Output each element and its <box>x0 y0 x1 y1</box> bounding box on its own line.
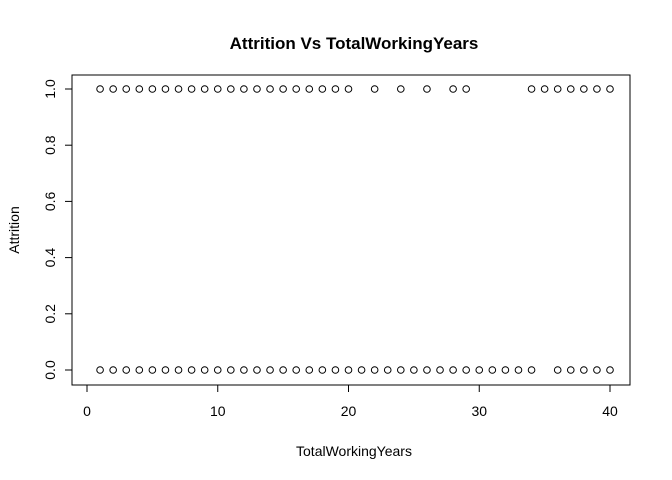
data-point <box>227 366 235 374</box>
data-point <box>266 366 274 374</box>
data-point <box>383 366 392 374</box>
y-axis-label: Attrition <box>6 206 22 253</box>
data-point <box>292 366 301 374</box>
data-point <box>318 366 327 374</box>
data-point <box>488 366 497 374</box>
data-point <box>109 366 117 374</box>
data-point <box>240 85 248 93</box>
y-tick-label: 0.8 <box>42 135 58 155</box>
data-point <box>213 366 222 374</box>
x-axis: 0 10 20 30 40 <box>83 384 618 419</box>
data-point <box>423 85 431 93</box>
data-point <box>187 366 196 374</box>
data-point <box>148 85 157 93</box>
data-point <box>253 85 261 93</box>
data-point <box>553 85 562 93</box>
data-point <box>135 85 144 93</box>
y-tick-label: 1.0 <box>42 79 58 99</box>
x-tick-label: 20 <box>341 403 357 419</box>
data-point <box>580 85 588 93</box>
data-point <box>423 366 431 374</box>
data-point <box>305 366 314 374</box>
data-point <box>370 366 379 374</box>
x-tick-label: 40 <box>602 403 618 419</box>
data-point <box>527 366 536 374</box>
data-point <box>253 366 261 374</box>
data-point <box>344 85 353 93</box>
data-point <box>580 366 588 374</box>
data-point <box>462 366 470 374</box>
data-points <box>96 85 614 374</box>
data-point <box>357 366 366 374</box>
data-point <box>501 366 510 374</box>
data-point <box>318 85 327 93</box>
data-point <box>331 85 340 93</box>
data-point <box>514 366 523 374</box>
data-point <box>593 366 601 374</box>
data-point <box>96 366 104 374</box>
data-point <box>122 366 131 374</box>
data-point <box>240 366 248 374</box>
data-point <box>266 85 274 93</box>
data-point <box>397 85 405 93</box>
data-point <box>135 366 144 374</box>
data-point <box>566 366 575 374</box>
data-point <box>174 366 183 374</box>
data-point <box>174 85 183 93</box>
data-point <box>449 366 457 374</box>
data-point <box>109 85 117 93</box>
data-point <box>122 85 131 93</box>
y-tick-label: 0.0 <box>42 360 58 380</box>
data-point <box>200 366 209 374</box>
chart-title: Attrition Vs TotalWorkingYears <box>230 34 479 53</box>
data-point <box>462 85 470 93</box>
x-axis-label: TotalWorkingYears <box>296 443 412 459</box>
data-point <box>344 366 353 374</box>
data-point <box>370 85 379 93</box>
x-tick-label: 30 <box>471 403 487 419</box>
x-tick-label: 0 <box>83 403 91 419</box>
data-point <box>397 366 405 374</box>
data-point <box>449 85 457 93</box>
data-point <box>475 366 484 374</box>
data-point <box>593 85 601 93</box>
y-axis: 0.0 0.2 0.4 0.6 0.8 1.0 <box>42 79 73 380</box>
data-point <box>305 85 314 93</box>
data-point <box>227 85 235 93</box>
data-point <box>606 85 614 93</box>
data-point <box>96 85 104 93</box>
data-point <box>279 85 287 93</box>
data-point <box>410 366 418 374</box>
data-point <box>606 366 614 374</box>
data-point <box>566 85 575 93</box>
data-point <box>148 366 157 374</box>
data-point <box>436 366 444 374</box>
data-point <box>279 366 287 374</box>
data-point <box>213 85 222 93</box>
data-point <box>331 366 340 374</box>
y-tick-label: 0.6 <box>42 191 58 211</box>
y-tick-label: 0.2 <box>42 304 58 324</box>
data-point <box>187 85 196 93</box>
data-point <box>527 85 536 93</box>
plot-area-border <box>71 74 631 386</box>
x-tick-label: 10 <box>210 403 226 419</box>
data-point <box>553 366 562 374</box>
data-point <box>161 85 170 93</box>
data-point <box>540 85 549 93</box>
data-point <box>200 85 209 93</box>
data-point <box>161 366 170 374</box>
data-point <box>292 85 301 93</box>
y-tick-label: 0.4 <box>42 248 58 268</box>
